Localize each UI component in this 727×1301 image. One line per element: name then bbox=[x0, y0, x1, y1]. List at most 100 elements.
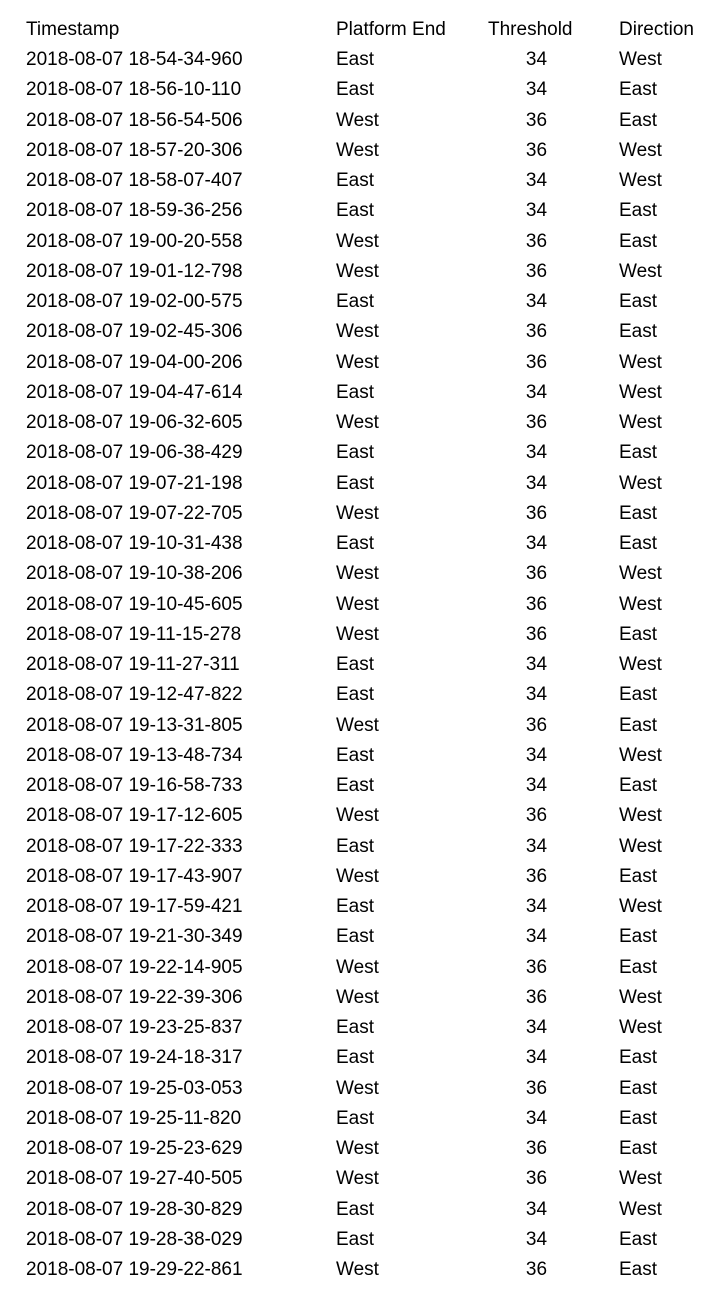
cell-threshold: 36 bbox=[525, 351, 548, 373]
cell-threshold: 34 bbox=[525, 835, 548, 857]
cell-direction: West bbox=[619, 260, 662, 282]
table-row: 2018-08-07 19-07-22-705 West 36 East bbox=[0, 499, 727, 529]
cell-direction: West bbox=[619, 139, 662, 161]
cell-platform-end: East bbox=[336, 170, 375, 191]
cell-threshold: 34 bbox=[525, 684, 548, 706]
header-row: Timestamp Platform End Threshold Directi… bbox=[0, 15, 727, 45]
table-row: 2018-08-07 19-13-31-805 West 36 East bbox=[0, 711, 727, 741]
cell-platform-end: West bbox=[336, 1168, 379, 1190]
table-row: 2018-08-07 19-10-31-438 East 34 East bbox=[0, 529, 727, 559]
cell-platform-end: East bbox=[336, 442, 375, 464]
cell-platform-end: West bbox=[336, 956, 379, 978]
cell-timestamp: 2018-08-07 19-29-22-861 bbox=[26, 1259, 243, 1280]
table-row: 2018-08-07 19-02-00-575 East 34 East bbox=[0, 287, 727, 317]
cell-direction: West bbox=[619, 896, 662, 917]
cell-direction: East bbox=[619, 1107, 658, 1129]
cell-threshold: 36 bbox=[525, 805, 548, 827]
cell-direction: East bbox=[619, 1077, 658, 1099]
cell-direction: West bbox=[619, 744, 662, 766]
cell-platform-end: East bbox=[336, 775, 375, 796]
cell-timestamp: 2018-08-07 19-16-58-733 bbox=[26, 775, 243, 796]
cell-threshold: 36 bbox=[525, 986, 548, 1008]
cell-threshold: 36 bbox=[525, 623, 548, 645]
cell-timestamp: 2018-08-07 18-58-07-407 bbox=[26, 170, 243, 191]
cell-threshold: 34 bbox=[525, 1228, 548, 1250]
cell-platform-end: West bbox=[336, 412, 379, 433]
cell-platform-end: West bbox=[336, 260, 379, 282]
table-row: 2018-08-07 19-23-25-837 East 34 West bbox=[0, 1013, 727, 1043]
cell-direction: West bbox=[619, 986, 662, 1008]
cell-platform-end: West bbox=[336, 351, 379, 373]
cell-direction: West bbox=[619, 351, 662, 373]
cell-timestamp: 2018-08-07 19-17-43-907 bbox=[26, 865, 243, 887]
cell-threshold: 34 bbox=[525, 170, 548, 191]
cell-timestamp: 2018-08-07 18-59-36-256 bbox=[26, 200, 243, 222]
cell-threshold: 36 bbox=[525, 1168, 548, 1190]
cell-platform-end: West bbox=[336, 865, 379, 887]
cell-platform-end: West bbox=[336, 1259, 379, 1280]
cell-direction: East bbox=[619, 109, 658, 131]
header-platform-end: Platform End bbox=[336, 19, 446, 40]
cell-timestamp: 2018-08-07 19-13-48-734 bbox=[26, 744, 243, 766]
table-row: 2018-08-07 19-22-39-306 West 36 West bbox=[0, 983, 727, 1013]
cell-threshold: 34 bbox=[525, 1017, 548, 1038]
cell-threshold: 36 bbox=[525, 1138, 548, 1159]
cell-threshold: 36 bbox=[525, 714, 548, 736]
cell-timestamp: 2018-08-07 19-02-45-306 bbox=[26, 321, 243, 343]
cell-direction: East bbox=[619, 1138, 658, 1159]
cell-timestamp: 2018-08-07 19-22-14-905 bbox=[26, 956, 243, 978]
table-row: 2018-08-07 18-56-10-110 East 34 East bbox=[0, 75, 727, 105]
header-timestamp: Timestamp bbox=[26, 19, 120, 40]
cell-threshold: 34 bbox=[525, 896, 548, 917]
cell-timestamp: 2018-08-07 19-00-20-558 bbox=[26, 230, 243, 252]
cell-threshold: 36 bbox=[525, 412, 548, 433]
table-row: 2018-08-07 19-10-38-206 West 36 West bbox=[0, 559, 727, 589]
table-row: 2018-08-07 19-22-14-905 West 36 East bbox=[0, 953, 727, 983]
cell-direction: East bbox=[619, 684, 658, 706]
table-row: 2018-08-07 19-11-27-311 East 34 West bbox=[0, 650, 727, 680]
cell-platform-end: East bbox=[336, 1228, 375, 1250]
cell-platform-end: East bbox=[336, 1198, 375, 1220]
cell-platform-end: East bbox=[336, 291, 375, 312]
cell-direction: East bbox=[619, 714, 658, 736]
cell-timestamp: 2018-08-07 19-06-38-429 bbox=[26, 442, 243, 464]
cell-timestamp: 2018-08-07 18-56-54-506 bbox=[26, 109, 243, 131]
cell-direction: West bbox=[619, 381, 662, 403]
table-row: 2018-08-07 18-57-20-306 West 36 West bbox=[0, 136, 727, 166]
cell-threshold: 34 bbox=[525, 381, 548, 403]
cell-timestamp: 2018-08-07 19-22-39-306 bbox=[26, 986, 243, 1008]
cell-timestamp: 2018-08-07 18-56-10-110 bbox=[26, 79, 242, 101]
cell-threshold: 36 bbox=[525, 593, 548, 615]
cell-platform-end: East bbox=[336, 1047, 375, 1069]
cell-threshold: 36 bbox=[525, 502, 548, 524]
cell-timestamp: 2018-08-07 19-06-32-605 bbox=[26, 412, 243, 433]
cell-platform-end: West bbox=[336, 1077, 379, 1099]
cell-timestamp: 2018-08-07 19-01-12-798 bbox=[26, 260, 243, 282]
cell-platform-end: West bbox=[336, 139, 379, 161]
cell-platform-end: East bbox=[336, 1017, 375, 1038]
cell-direction: West bbox=[619, 805, 662, 827]
table-row: 2018-08-07 18-58-07-407 East 34 West bbox=[0, 166, 727, 196]
table-row: 2018-08-07 19-21-30-349 East 34 East bbox=[0, 922, 727, 952]
cell-threshold: 34 bbox=[525, 926, 548, 948]
cell-platform-end: West bbox=[336, 109, 379, 131]
cell-direction: East bbox=[619, 291, 658, 312]
cell-direction: East bbox=[619, 775, 658, 796]
cell-direction: West bbox=[619, 563, 662, 585]
cell-platform-end: East bbox=[336, 49, 375, 70]
cell-threshold: 34 bbox=[525, 654, 548, 675]
cell-timestamp: 2018-08-07 19-13-31-805 bbox=[26, 714, 243, 736]
cell-direction: East bbox=[619, 533, 658, 554]
cell-timestamp: 2018-08-07 19-12-47-822 bbox=[26, 684, 243, 706]
cell-platform-end: East bbox=[336, 654, 375, 675]
cell-platform-end: East bbox=[336, 533, 375, 554]
cell-platform-end: West bbox=[336, 714, 379, 736]
cell-platform-end: West bbox=[336, 1138, 379, 1159]
cell-direction: West bbox=[619, 1198, 662, 1220]
cell-direction: West bbox=[619, 593, 662, 615]
cell-timestamp: 2018-08-07 19-07-21-198 bbox=[26, 472, 243, 494]
cell-threshold: 36 bbox=[525, 321, 548, 343]
cell-platform-end: East bbox=[336, 684, 375, 706]
table-row: 2018-08-07 19-02-45-306 West 36 East bbox=[0, 317, 727, 347]
cell-direction: East bbox=[619, 956, 658, 978]
